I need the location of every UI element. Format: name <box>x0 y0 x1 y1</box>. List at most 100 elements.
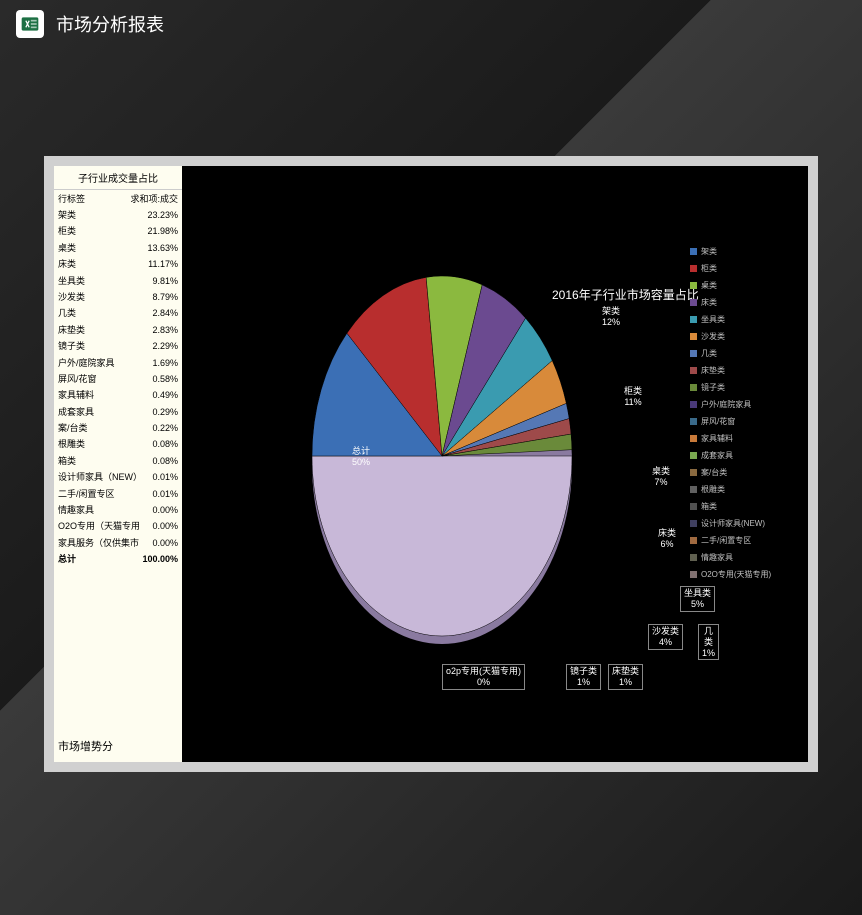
table-row[interactable]: 架类23.23% <box>54 207 182 223</box>
row-value: 21.98% <box>140 224 178 238</box>
row-category: 总计 <box>58 552 140 566</box>
legend-item[interactable]: 根雕类 <box>690 484 798 495</box>
legend-item[interactable]: 家具辅料 <box>690 433 798 444</box>
legend-label: 案/台类 <box>701 467 727 478</box>
row-category: 镜子类 <box>58 339 140 353</box>
table-row[interactable]: 几类2.84% <box>54 305 182 321</box>
legend-item[interactable]: 坐具类 <box>690 314 798 325</box>
legend-item[interactable]: 镜子类 <box>690 382 798 393</box>
row-category: 架类 <box>58 208 140 222</box>
legend-item[interactable]: 柜类 <box>690 263 798 274</box>
legend-swatch <box>690 554 697 561</box>
table-row[interactable]: 坐具类9.81% <box>54 273 182 289</box>
row-category: 床类 <box>58 257 140 271</box>
pie-slice[interactable] <box>312 456 572 636</box>
legend-swatch <box>690 486 697 493</box>
table-row[interactable]: 柜类21.98% <box>54 223 182 239</box>
table-row-total: 总计100.00% <box>54 551 182 567</box>
app-header: 市场分析报表 <box>0 0 862 48</box>
table-row[interactable]: 桌类13.63% <box>54 240 182 256</box>
legend-item[interactable]: 情趣家具 <box>690 552 798 563</box>
legend-label: 沙发类 <box>701 331 725 342</box>
legend-label: 二手/闲置专区 <box>701 535 751 546</box>
legend-swatch <box>690 333 697 340</box>
row-category: 家具服务（仅供集市 <box>58 536 140 550</box>
legend-item[interactable]: 箱类 <box>690 501 798 512</box>
legend-item[interactable]: 几类 <box>690 348 798 359</box>
row-category: O2O专用（天猫专用 <box>58 519 140 533</box>
legend-swatch <box>690 350 697 357</box>
legend-label: 设计师家具(NEW) <box>701 518 765 529</box>
data-table-panel: 子行业成交量占比 行标签 求和项:成交 架类23.23%柜类21.98%桌类13… <box>54 166 182 762</box>
table-row[interactable]: 镜子类2.29% <box>54 338 182 354</box>
table-row[interactable]: 家具辅料0.49% <box>54 387 182 403</box>
legend-item[interactable]: 桌类 <box>690 280 798 291</box>
legend-swatch <box>690 367 697 374</box>
table-row[interactable]: 情趣家具0.00% <box>54 502 182 518</box>
legend-item[interactable]: 设计师家具(NEW) <box>690 518 798 529</box>
data-table-header: 行标签 求和项:成交 <box>54 190 182 207</box>
table-row[interactable]: 户外/庭院家具1.69% <box>54 355 182 371</box>
table-row[interactable]: 箱类0.08% <box>54 453 182 469</box>
row-value: 100.00% <box>140 552 178 566</box>
table-row[interactable]: 成套家具0.29% <box>54 404 182 420</box>
legend-swatch <box>690 571 697 578</box>
legend-label: 箱类 <box>701 501 717 512</box>
legend-swatch <box>690 299 697 306</box>
document-frame: 子行业成交量占比 行标签 求和项:成交 架类23.23%柜类21.98%桌类13… <box>44 156 818 772</box>
table-row[interactable]: 根雕类0.08% <box>54 436 182 452</box>
row-category: 情趣家具 <box>58 503 140 517</box>
row-value: 0.08% <box>140 454 178 468</box>
table-row[interactable]: 屏风/花窗0.58% <box>54 371 182 387</box>
legend-swatch <box>690 452 697 459</box>
legend-item[interactable]: 屏风/花窗 <box>690 416 798 427</box>
legend-item[interactable]: 床类 <box>690 297 798 308</box>
legend-item[interactable]: 二手/闲置专区 <box>690 535 798 546</box>
row-value: 9.81% <box>140 274 178 288</box>
legend-item[interactable]: 架类 <box>690 246 798 257</box>
row-value: 23.23% <box>140 208 178 222</box>
legend-label: 桌类 <box>701 280 717 291</box>
excel-icon <box>16 10 44 38</box>
slice-label: 坐具类5% <box>680 586 715 612</box>
row-value: 0.22% <box>140 421 178 435</box>
table-row[interactable]: 设计师家具（NEW）0.01% <box>54 469 182 485</box>
document-canvas: 子行业成交量占比 行标签 求和项:成交 架类23.23%柜类21.98%桌类13… <box>54 166 808 762</box>
legend-item[interactable]: 床垫类 <box>690 365 798 376</box>
legend-swatch <box>690 282 697 289</box>
table-row[interactable]: 案/台类0.22% <box>54 420 182 436</box>
table-row[interactable]: 二手/闲置专区0.01% <box>54 486 182 502</box>
row-value: 0.58% <box>140 372 178 386</box>
row-value: 0.01% <box>140 470 178 484</box>
legend-item[interactable]: O2O专用(天猫专用) <box>690 569 798 580</box>
row-value: 0.29% <box>140 405 178 419</box>
slice-label: 镜子类1% <box>566 664 601 690</box>
legend-swatch <box>690 503 697 510</box>
slice-label: 几类1% <box>698 624 719 660</box>
row-value: 8.79% <box>140 290 178 304</box>
table-row[interactable]: 家具服务（仅供集市0.00% <box>54 535 182 551</box>
row-category: 户外/庭院家具 <box>58 356 140 370</box>
table-row[interactable]: 床垫类2.83% <box>54 322 182 338</box>
legend-item[interactable]: 户外/庭院家具 <box>690 399 798 410</box>
table-row[interactable]: 床类11.17% <box>54 256 182 272</box>
row-value: 2.84% <box>140 306 178 320</box>
table-row[interactable]: O2O专用（天猫专用0.00% <box>54 518 182 534</box>
legend-label: 成套家具 <box>701 450 733 461</box>
legend-label: 镜子类 <box>701 382 725 393</box>
data-panel-footer: 市场增势分 <box>58 738 113 754</box>
row-value: 2.83% <box>140 323 178 337</box>
row-category: 床垫类 <box>58 323 140 337</box>
legend-swatch <box>690 418 697 425</box>
table-row[interactable]: 沙发类8.79% <box>54 289 182 305</box>
legend-item[interactable]: 成套家具 <box>690 450 798 461</box>
legend-label: 根雕类 <box>701 484 725 495</box>
legend-label: 户外/庭院家具 <box>701 399 751 410</box>
legend-swatch <box>690 384 697 391</box>
slice-label: 总计50% <box>352 446 370 468</box>
legend-item[interactable]: 沙发类 <box>690 331 798 342</box>
row-value: 1.69% <box>140 356 178 370</box>
legend-label: 柜类 <box>701 263 717 274</box>
legend-item[interactable]: 案/台类 <box>690 467 798 478</box>
legend-swatch <box>690 316 697 323</box>
